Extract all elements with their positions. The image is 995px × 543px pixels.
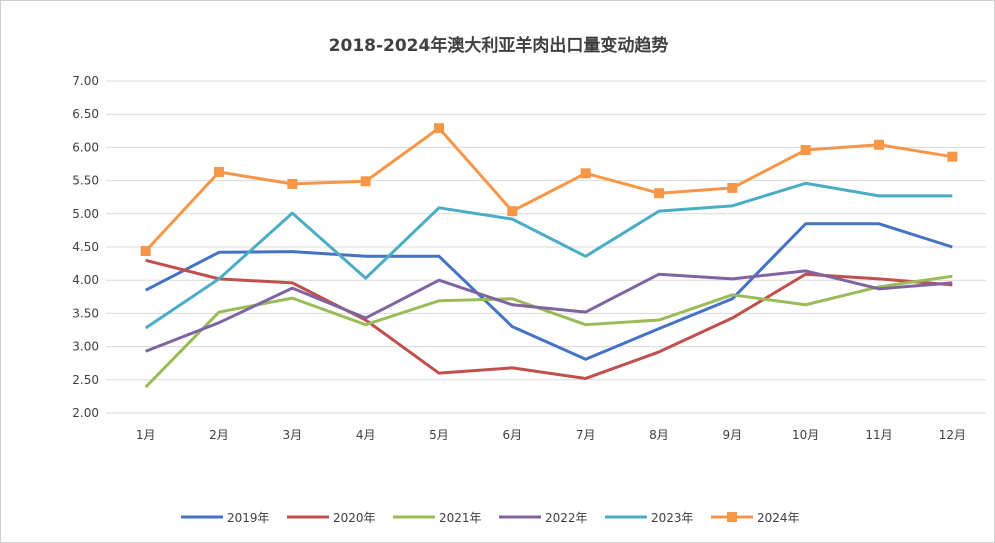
data-point-marker [140, 245, 151, 256]
series-line-2021年 [144, 274, 953, 389]
y-tick-label: 6.00 [72, 140, 99, 154]
x-tick-label: 11月 [865, 428, 892, 442]
y-tick-label: 5.00 [72, 207, 99, 221]
legend-label: 2020年 [333, 511, 376, 525]
data-point-marker [434, 123, 444, 134]
series-line-2019年 [144, 222, 953, 361]
legend-label: 2023年 [651, 511, 694, 525]
x-tick-label: 9月 [723, 428, 743, 442]
y-tick-label: 3.50 [72, 306, 99, 320]
x-tick-label: 3月 [283, 428, 303, 442]
x-tick-label: 10月 [792, 428, 819, 442]
y-tick-label: 2.00 [72, 406, 99, 420]
legend-label: 2019年 [227, 511, 270, 525]
series-line-2022年 [145, 269, 953, 353]
data-point-marker [727, 182, 738, 193]
y-tick-label: 5.50 [72, 174, 99, 188]
x-tick-label: 1月 [136, 428, 156, 442]
legend-label: 2021年 [439, 511, 482, 525]
y-tick-label: 7.00 [72, 74, 99, 88]
y-tick-label: 4.50 [72, 240, 99, 254]
series-line-2023年 [144, 181, 953, 330]
data-point-marker [214, 166, 224, 177]
chart-title: 2018-2024年澳大利亚羊肉出口量变动趋势 [328, 36, 669, 56]
data-point-marker [580, 168, 591, 179]
x-tick-label: 6月 [503, 428, 523, 442]
data-point-marker [360, 176, 371, 187]
data-point-marker [287, 178, 298, 189]
series-line-2024年 [144, 126, 953, 253]
legend-label: 2022年 [545, 511, 588, 525]
data-point-marker [947, 151, 958, 162]
y-tick-label: 6.50 [72, 107, 99, 121]
y-tick-label: 4.00 [72, 273, 99, 287]
x-tick-label: 2月 [209, 428, 229, 442]
legend-label: 2024年 [757, 511, 800, 525]
x-tick-label: 5月 [429, 428, 449, 442]
data-point-marker [654, 188, 664, 199]
x-tick-label: 12月 [939, 428, 966, 442]
data-point-marker [874, 139, 884, 150]
data-point-marker [800, 145, 811, 156]
data-point-marker [507, 206, 518, 217]
y-tick-label: 2.50 [72, 373, 99, 387]
x-tick-label: 8月 [649, 428, 669, 442]
legend-marker [727, 512, 737, 522]
x-tick-label: 7月 [576, 428, 596, 442]
x-tick-label: 4月 [356, 428, 376, 442]
y-tick-label: 3.00 [72, 340, 99, 354]
